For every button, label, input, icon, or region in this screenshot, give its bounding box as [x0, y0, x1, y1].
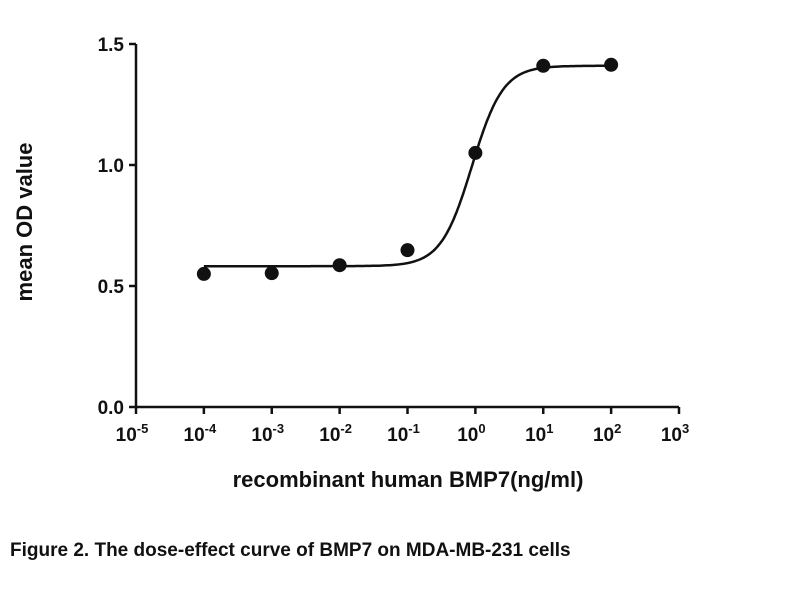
y-tick-label: 0.5	[98, 277, 125, 298]
x-tick-exponent: -5	[137, 421, 149, 436]
data-point	[604, 57, 619, 72]
y-tick-label: 0.0	[98, 398, 124, 419]
x-tick-exponent: 1	[546, 421, 553, 436]
data-point	[332, 258, 347, 273]
x-tick-label: 10-2	[319, 421, 352, 446]
x-tick-exponent: -1	[408, 421, 420, 436]
x-tick-label: 10-4	[184, 421, 217, 446]
x-tick-base: 10	[319, 425, 340, 446]
x-tick-base: 10	[184, 425, 205, 446]
x-tick-base: 10	[661, 425, 682, 446]
x-tick-label: 10-3	[251, 421, 284, 446]
axes: 0.00.51.01.510-5 10-4 10-3 10-2 10-1 100 101 10…	[98, 35, 690, 446]
data-point	[264, 266, 279, 281]
x-tick-exponent: -4	[205, 421, 217, 436]
figure-caption: Figure 2. The dose-effect curve of BMP7 …	[10, 540, 571, 561]
x-tick-base: 10	[116, 425, 137, 446]
x-tick-exponent: 0	[478, 421, 485, 436]
x-tick-exponent: -2	[340, 421, 352, 436]
y-tick-label: 1.5	[98, 35, 125, 56]
x-tick-base: 10	[387, 425, 408, 446]
x-tick-base: 10	[525, 425, 546, 446]
x-tick-label: 10-1	[387, 421, 420, 446]
x-tick-exponent: 2	[614, 421, 621, 436]
fit-curve	[203, 64, 612, 268]
x-tick-label: 101	[525, 421, 553, 446]
x-tick-exponent: -3	[273, 421, 285, 436]
x-tick-base: 10	[593, 425, 614, 446]
data-points	[196, 57, 619, 281]
x-tick-label: 10-5	[116, 421, 149, 446]
x-tick-exponent: 3	[682, 421, 689, 436]
y-axis-label: mean OD value	[12, 143, 37, 302]
x-axis-label: recombinant human BMP7(ng/ml)	[233, 467, 584, 492]
data-point	[196, 266, 211, 281]
dose-response-chart: 0.00.51.01.510-5 10-4 10-3 10-2 10-1 100 101 10…	[12, 35, 690, 492]
data-point	[468, 145, 483, 160]
data-point	[400, 243, 415, 258]
x-tick-label: 103	[661, 421, 689, 446]
x-tick-label: 102	[593, 421, 621, 446]
data-point	[536, 58, 551, 73]
y-tick-label: 1.0	[98, 156, 124, 177]
x-tick-base: 10	[251, 425, 272, 446]
x-tick-label: 100	[457, 421, 485, 446]
x-tick-base: 10	[457, 425, 478, 446]
